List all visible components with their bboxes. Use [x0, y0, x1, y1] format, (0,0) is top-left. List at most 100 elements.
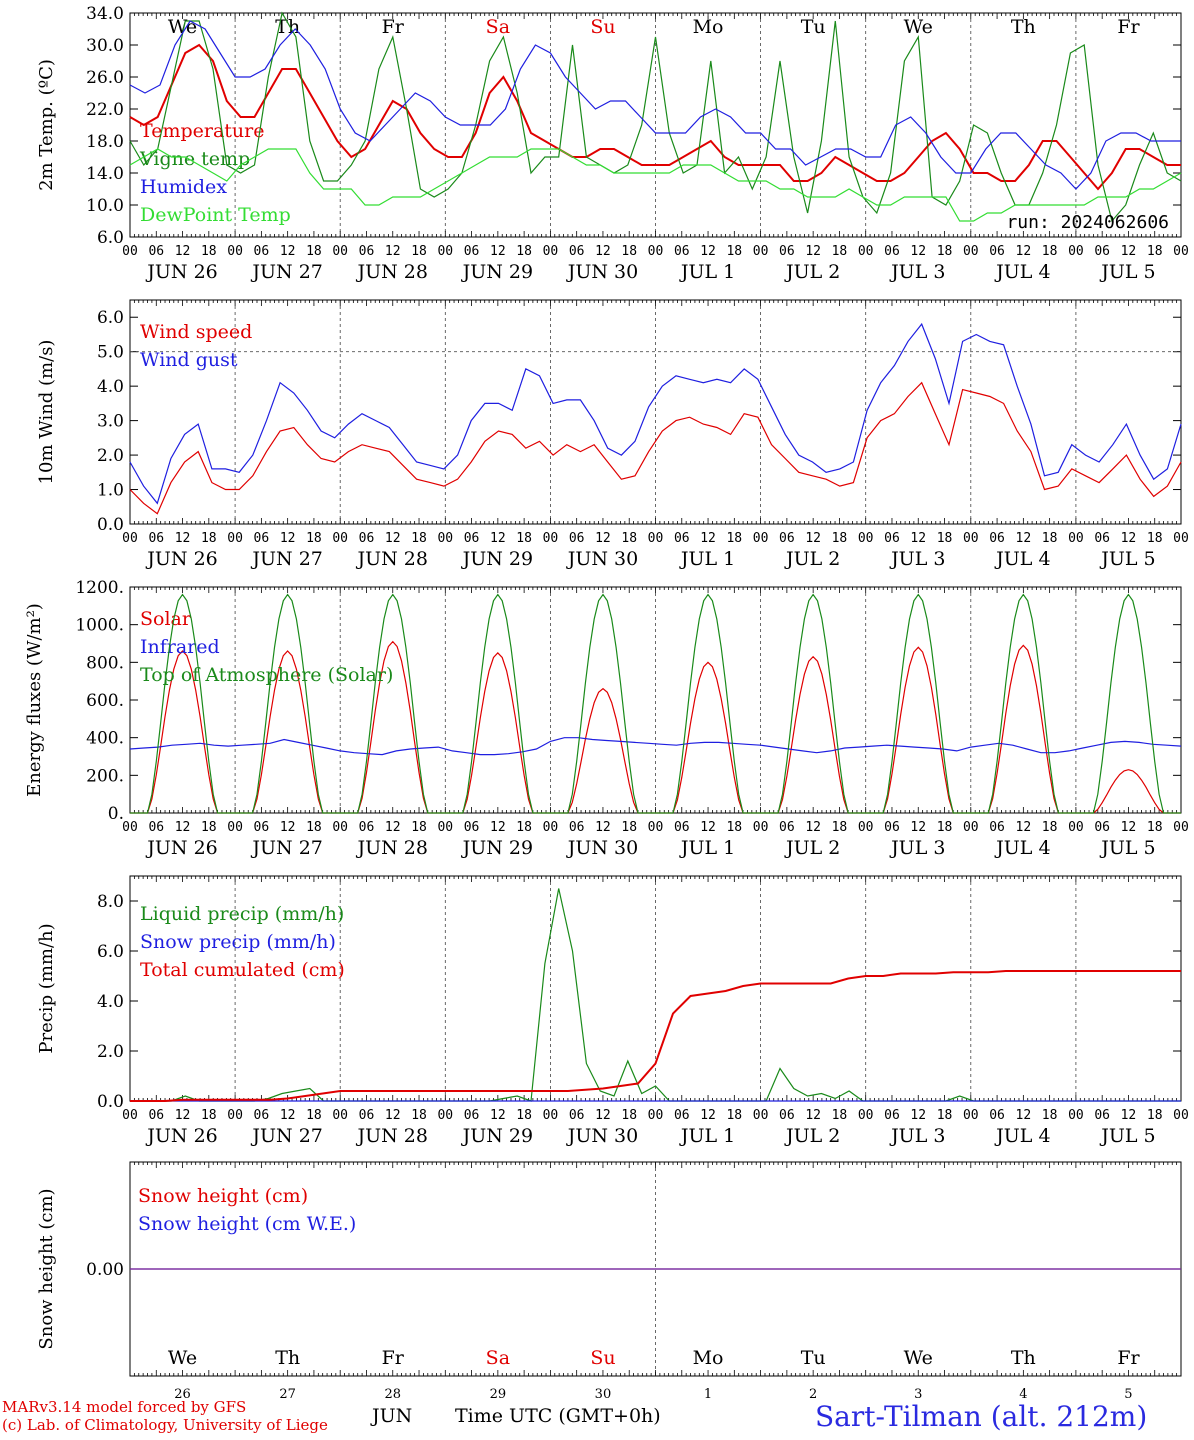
hour-tick-label: 06: [1094, 1108, 1110, 1123]
hour-tick-label: 00: [122, 1108, 138, 1123]
hour-tick-label: 06: [884, 1108, 900, 1123]
day-number-label: 30: [595, 1387, 612, 1402]
hour-tick-label: 00: [753, 244, 769, 259]
day-number-label: 4: [1019, 1387, 1027, 1402]
y-axis-title: Energy fluxes (W/m²): [24, 603, 45, 797]
date-label: JUN 26: [145, 548, 217, 570]
hour-tick-label: 12: [700, 820, 716, 835]
hour-tick-label: 12: [1016, 244, 1032, 259]
weekday-label: Th: [1011, 16, 1036, 38]
hour-tick-label: 18: [726, 244, 742, 259]
hour-tick-label: 18: [1042, 244, 1058, 259]
y-tick-label: 1.0: [97, 481, 124, 501]
hour-tick-label: 00: [227, 244, 243, 259]
y-tick-label: 2.0: [97, 446, 124, 466]
date-label: JUL 2: [784, 261, 840, 283]
y-axis-title: 2m Temp. (ºC): [36, 59, 57, 191]
hour-tick-label: 06: [989, 531, 1005, 546]
hour-tick-label: 00: [332, 244, 348, 259]
hour-tick-label: 06: [464, 820, 480, 835]
legend-entry: Snow precip (mm/h): [140, 931, 336, 953]
hour-tick-label: 00: [753, 531, 769, 546]
date-label: JUN 29: [461, 548, 533, 570]
hour-tick-label: 06: [148, 244, 164, 259]
date-label: JUL 1: [679, 1125, 735, 1147]
weekday-label: Fr: [1117, 1347, 1140, 1369]
hour-tick-label: 06: [674, 1108, 690, 1123]
hour-tick-label: 12: [1121, 1108, 1137, 1123]
hour-tick-label: 12: [1016, 531, 1032, 546]
y-tick-label: 26.0: [86, 68, 124, 88]
weekday-label: We: [904, 1347, 933, 1369]
panel-frame: [129, 299, 1182, 525]
hour-tick-label: 18: [937, 531, 953, 546]
hour-tick-label: 00: [753, 820, 769, 835]
hour-tick-label: 18: [621, 531, 637, 546]
hour-tick-label: 00: [648, 820, 664, 835]
day-number-label: 28: [384, 1387, 401, 1402]
y-tick-label: 10.0: [86, 196, 124, 216]
hour-tick-label: 18: [201, 820, 217, 835]
hour-tick-label: 18: [411, 820, 427, 835]
weekday-label: We: [904, 16, 933, 38]
hour-tick-label: 12: [385, 820, 401, 835]
hour-tick-label: 12: [910, 531, 926, 546]
model-credit: MARv3.14 model forced by GFS (c) Lab. of…: [2, 1398, 328, 1434]
y-axis-title: 10m Wind (m/s): [36, 340, 57, 485]
date-label: JUL 2: [784, 1125, 840, 1147]
hour-tick-label: 12: [910, 820, 926, 835]
hour-tick-label: 12: [805, 531, 821, 546]
hour-tick-label: 06: [254, 244, 270, 259]
date-label: JUL 3: [889, 1125, 945, 1147]
hour-tick-label: 06: [359, 1108, 375, 1123]
hour-tick-label: 06: [989, 244, 1005, 259]
date-label: JUL 3: [889, 837, 945, 859]
hour-tick-label: 06: [884, 820, 900, 835]
date-label: JUN 27: [250, 1125, 322, 1147]
hour-tick-label: 12: [490, 820, 506, 835]
hour-tick-label: 06: [359, 531, 375, 546]
hour-tick-label: 06: [254, 531, 270, 546]
legend-entry: Vigne temp: [139, 148, 250, 170]
hour-tick-label: 18: [201, 244, 217, 259]
y-tick-label: 18.0: [86, 132, 124, 152]
hour-tick-label: 00: [437, 244, 453, 259]
hour-tick-label: 00: [122, 531, 138, 546]
hour-tick-label: 12: [175, 244, 191, 259]
hour-tick-label: 00: [437, 531, 453, 546]
hour-tick-label: 12: [175, 531, 191, 546]
day-number-label: 26: [174, 1387, 191, 1402]
hour-tick-label: 18: [516, 1108, 532, 1123]
hour-tick-label: 06: [464, 531, 480, 546]
hour-tick-label: 00: [963, 531, 979, 546]
hour-tick-label: 18: [1147, 820, 1163, 835]
hour-tick-label: 18: [516, 531, 532, 546]
date-label: JUN 26: [145, 837, 217, 859]
hour-tick-label: 18: [832, 531, 848, 546]
hour-tick-label: 00: [1173, 1108, 1189, 1123]
hour-tick-label: 00: [1173, 531, 1189, 546]
hour-tick-label: 12: [700, 1108, 716, 1123]
hour-tick-label: 12: [1121, 244, 1137, 259]
hour-tick-label: 00: [858, 1108, 874, 1123]
date-label: JUN 28: [356, 548, 428, 570]
y-tick-label: 800.: [86, 653, 124, 673]
hour-tick-label: 00: [963, 244, 979, 259]
weekday-label: Fr: [382, 1347, 405, 1369]
hour-tick-label: 06: [464, 1108, 480, 1123]
hour-tick-label: 00: [648, 244, 664, 259]
hour-tick-label: 06: [254, 820, 270, 835]
y-tick-label: 600.: [86, 691, 124, 711]
station-label: Sart-Tilman (alt. 212m): [815, 1400, 1148, 1433]
weekday-label: Fr: [382, 16, 405, 38]
hour-tick-label: 18: [1147, 1108, 1163, 1123]
weekday-label: We: [168, 1347, 197, 1369]
series-line-total-cumulated-cm-: [130, 970, 1181, 1102]
hour-tick-label: 06: [359, 244, 375, 259]
hour-tick-label: 12: [280, 531, 296, 546]
y-tick-label: 400.: [86, 729, 124, 749]
series-line-top-of-atmosphere-solar-: [130, 593, 1181, 814]
hour-tick-label: 18: [411, 244, 427, 259]
day-number-label: 29: [490, 1387, 507, 1402]
hour-tick-label: 12: [595, 531, 611, 546]
